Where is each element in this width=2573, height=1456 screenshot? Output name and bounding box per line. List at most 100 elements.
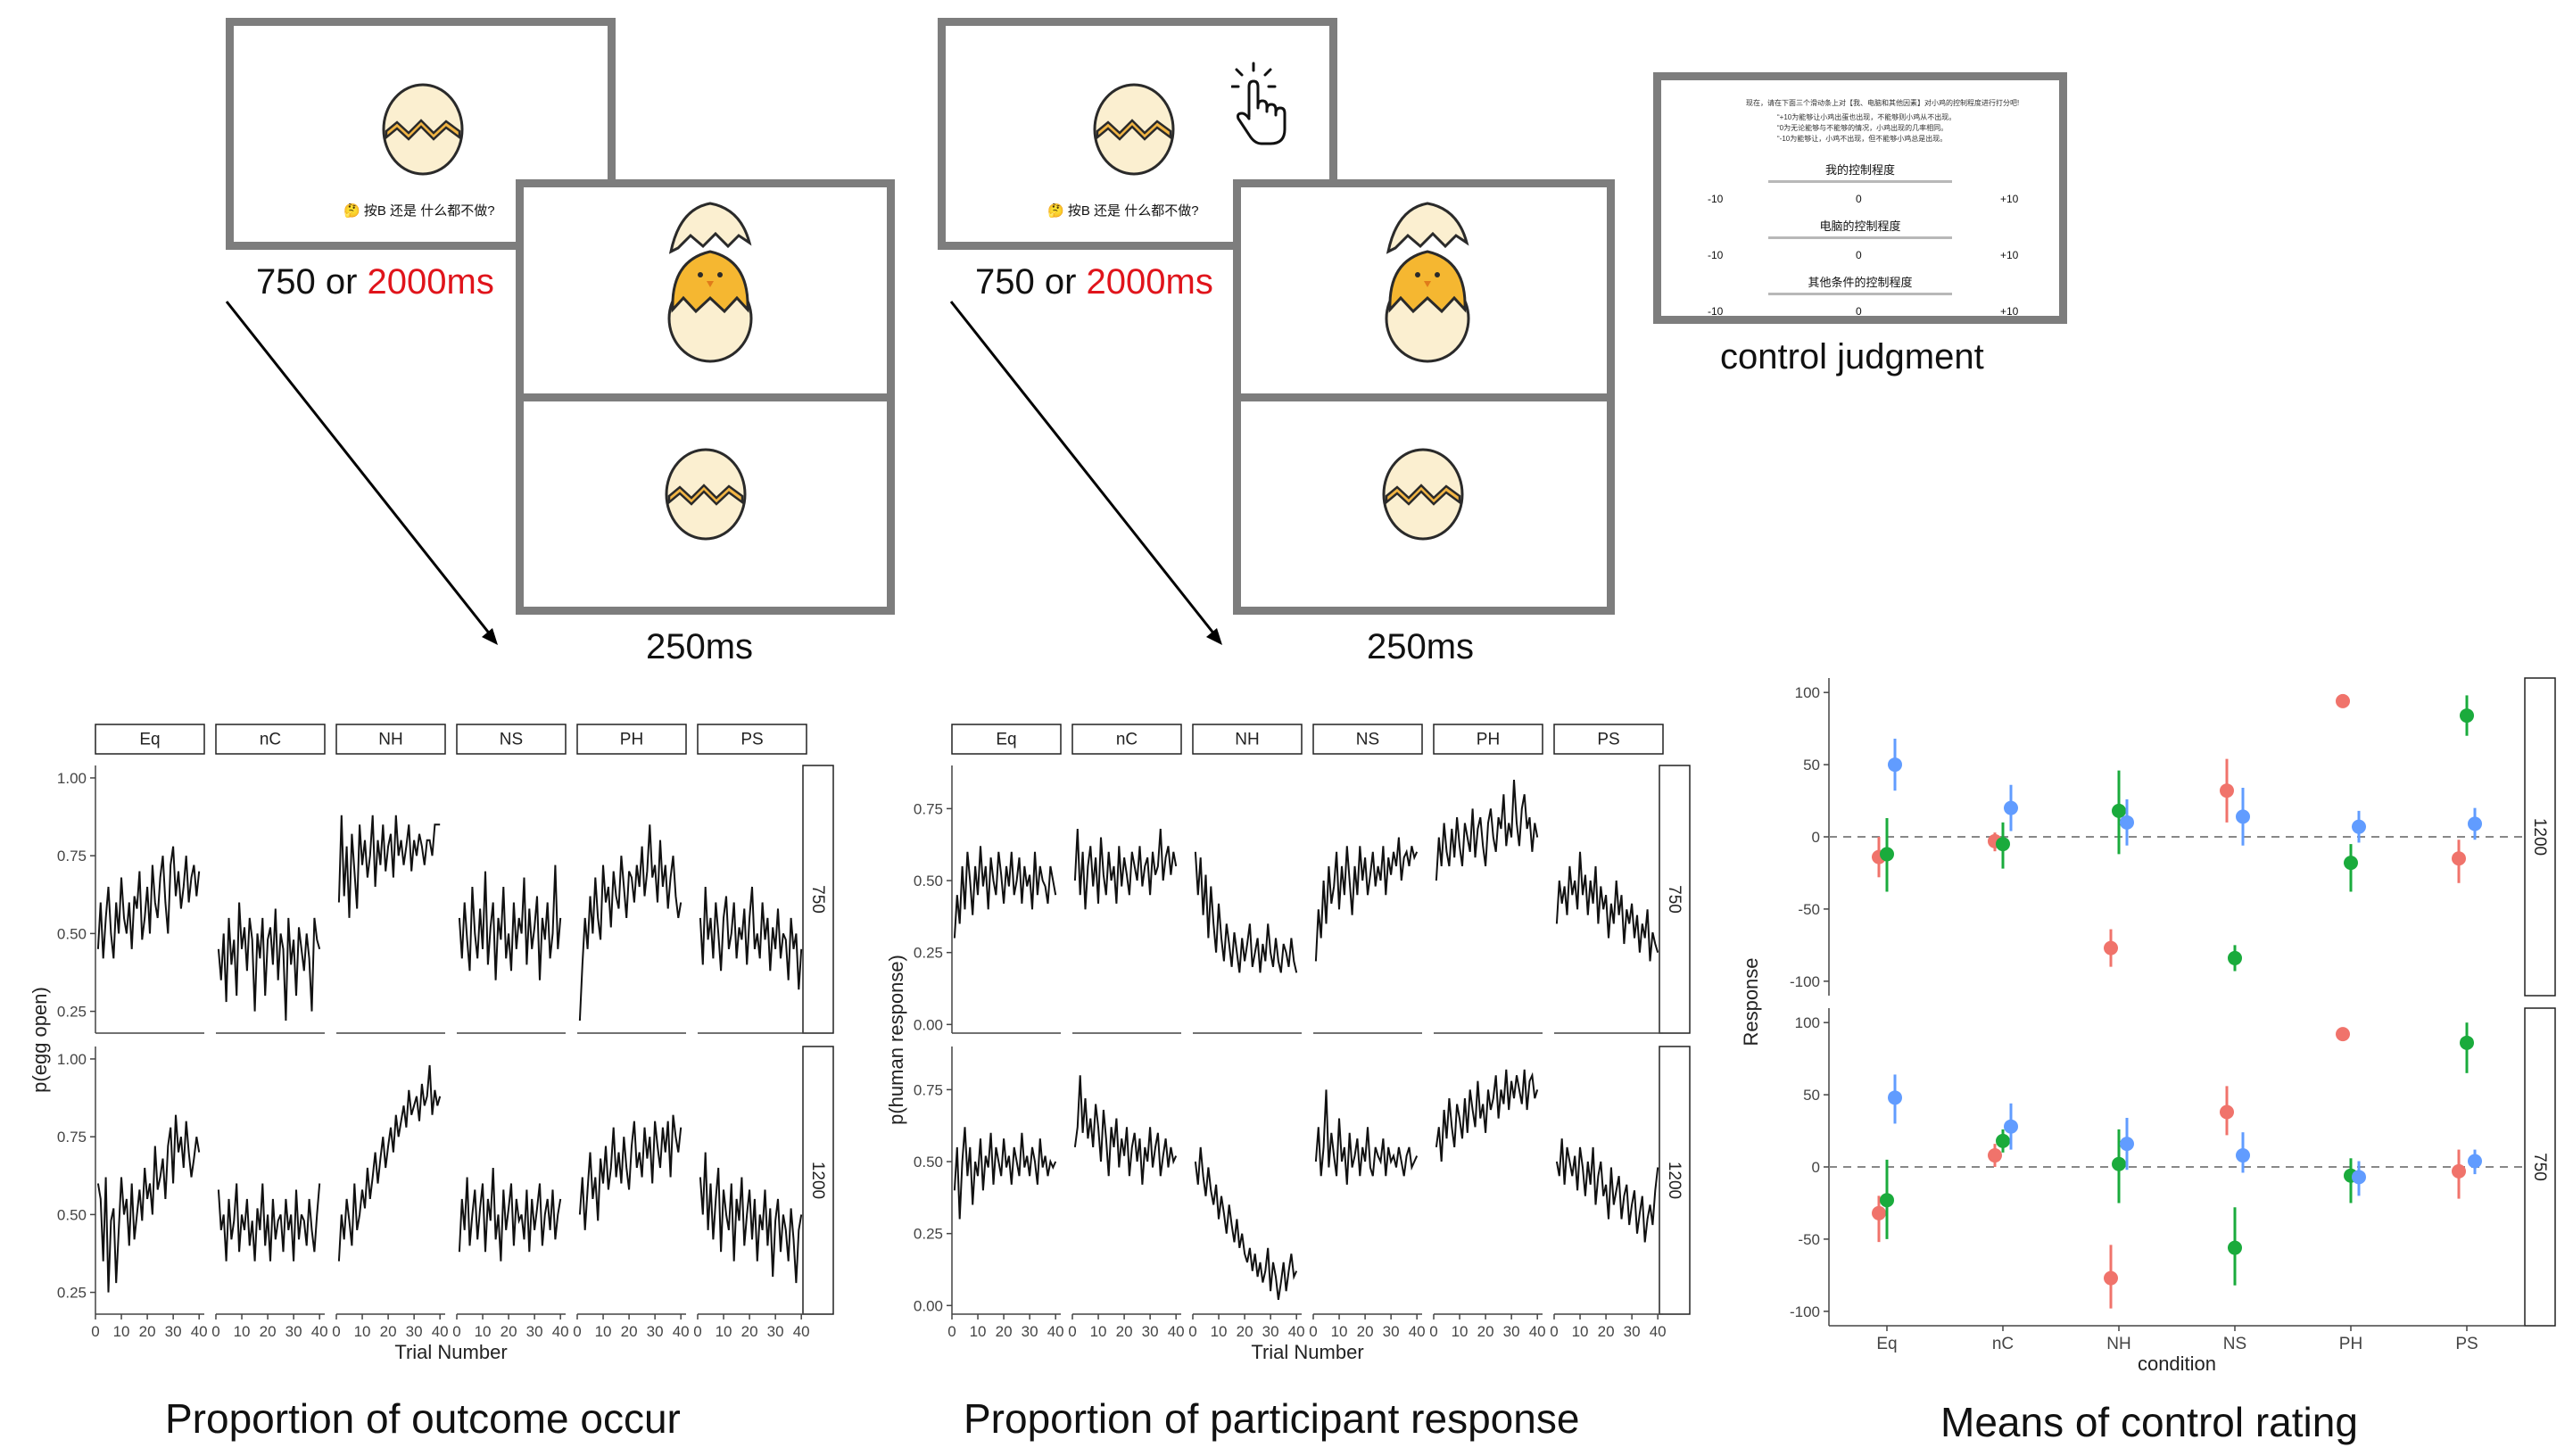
mean-point	[2352, 819, 2366, 834]
slider-self[interactable]	[1768, 180, 1952, 183]
time-arrow-middle	[949, 301, 1222, 645]
egg-closed-icon	[662, 437, 749, 547]
caption-response: Proportion of participant response	[964, 1395, 1580, 1442]
fixation-duration-label: 750 or 2000ms	[975, 262, 1213, 302]
mean-point	[1880, 1193, 1894, 1208]
y-tick-label: 0.25	[914, 1226, 943, 1243]
egg-closed-icon	[379, 72, 467, 182]
slider-computer[interactable]	[1768, 236, 1952, 239]
series-line	[953, 846, 1057, 939]
mean-point	[2236, 809, 2250, 824]
facet-label: PS	[1597, 731, 1619, 749]
series-line	[96, 846, 201, 959]
x-tick-label: 40	[1529, 1323, 1546, 1340]
mean-point	[1872, 1205, 1886, 1220]
mean-point	[1880, 847, 1894, 862]
x-tick-label: 40	[552, 1323, 569, 1340]
row-label: 1200	[808, 1162, 827, 1199]
caption-means: Means of control rating	[1940, 1399, 2358, 1445]
row-label: 1200	[1665, 1162, 1684, 1199]
row-label: 750	[1665, 885, 1684, 914]
y-axis-title: p(egg open)	[29, 987, 51, 1093]
x-tick-label: 40	[1409, 1323, 1426, 1340]
x-tick-label: 0	[332, 1323, 340, 1340]
x-tick-label: 10	[1572, 1323, 1589, 1340]
x-tick-label: 30	[1383, 1323, 1400, 1340]
time-arrow-left	[225, 301, 498, 645]
outcome-screen-closed-middle	[1233, 393, 1615, 615]
facet-label: PS	[740, 731, 763, 749]
y-tick-label: -100	[1790, 973, 1820, 990]
x-tick-label: 0	[573, 1323, 581, 1340]
facet-strip	[1312, 724, 1423, 755]
x-tick-label: 10	[716, 1323, 732, 1340]
series-line	[1194, 851, 1298, 973]
mean-point	[2004, 1119, 2018, 1134]
chick-hatched-icon	[1379, 198, 1476, 372]
x-tick-label: PS	[2455, 1335, 2478, 1353]
series-line	[1194, 1146, 1298, 1301]
y-tick-label: 50	[1803, 757, 1820, 774]
trial-screen-prompt-left: 🤔 按B 还是 什么都不做?	[226, 18, 616, 250]
x-tick-label: 20	[501, 1323, 517, 1340]
facet-strip	[576, 724, 687, 755]
y-tick-label: -100	[1790, 1303, 1820, 1320]
x-tick-label: 40	[311, 1323, 328, 1340]
x-tick-label: 20	[139, 1323, 156, 1340]
slider-other[interactable]	[1768, 293, 1952, 295]
x-tick-label: 10	[1331, 1323, 1348, 1340]
y-tick-label: 50	[1803, 1087, 1820, 1104]
facet-strip	[697, 724, 807, 755]
row-strip	[2524, 1007, 2556, 1327]
caption-outcome: Proportion of outcome occur	[165, 1395, 681, 1442]
x-tick-label: 0	[1429, 1323, 1437, 1340]
mean-point	[2220, 1104, 2234, 1120]
hand-pointer-icon	[1230, 62, 1303, 155]
x-axis-title: condition	[2138, 1353, 2216, 1375]
row-strip	[802, 1046, 834, 1315]
series-line	[458, 1167, 562, 1262]
x-tick-label: 10	[595, 1323, 612, 1340]
instruction-line: “-10为能够让，小鸡不出现，但不能够小鸡总是出现。	[1777, 135, 1948, 143]
y-tick-label: 100	[1795, 1014, 1820, 1031]
mean-point	[2120, 1137, 2134, 1152]
facet-strip	[95, 724, 205, 755]
x-tick-label: 0	[1309, 1323, 1317, 1340]
mean-point	[2460, 1035, 2474, 1050]
x-tick-label: 10	[354, 1323, 371, 1340]
series-line	[337, 815, 441, 918]
x-tick-label: 0	[91, 1323, 99, 1340]
y-tick-label: 1.00	[57, 770, 87, 787]
facet-label: nC	[1116, 731, 1138, 749]
facet-strip	[1071, 724, 1182, 755]
y-tick-label: -50	[1798, 901, 1820, 918]
series-line	[1314, 837, 1419, 962]
x-tick-label: 0	[947, 1323, 956, 1340]
y-tick-label: 0.00	[914, 1297, 943, 1314]
y-tick-label: 0	[1812, 829, 1820, 846]
x-tick-label: 40	[1047, 1323, 1064, 1340]
x-tick-label: 20	[380, 1323, 397, 1340]
mean-point	[2452, 851, 2466, 866]
x-tick-label: 0	[452, 1323, 460, 1340]
outcome-screen-closed-left	[516, 393, 895, 615]
mean-point	[2004, 800, 2018, 815]
facet-label: PH	[1477, 731, 1500, 749]
x-tick-label: 30	[1503, 1323, 1520, 1340]
y-tick-label: 0.75	[914, 800, 943, 817]
x-tick-label: NH	[2106, 1335, 2130, 1353]
x-tick-label: 30	[526, 1323, 543, 1340]
row-strip	[1659, 765, 1691, 1034]
facet-strip	[951, 724, 1062, 755]
chick-hatched-icon	[662, 198, 758, 372]
mean-point	[2452, 1163, 2466, 1179]
x-tick-label: 20	[1116, 1323, 1133, 1340]
mean-point	[1888, 1090, 1902, 1105]
row-label: 750	[808, 885, 827, 914]
scale-label-computer: 电脑的控制程度	[1819, 219, 1901, 233]
series-line	[1555, 851, 1659, 962]
x-tick-label: 30	[1022, 1323, 1038, 1340]
chart-response-proportion: Eq 0 10 20 30 40 nC 0 10 20 30 40 NH 0 10 20 30 40 NS 0 10 20…	[885, 724, 1691, 1363]
series-line	[1555, 1138, 1659, 1243]
facet-label: PH	[620, 731, 643, 749]
